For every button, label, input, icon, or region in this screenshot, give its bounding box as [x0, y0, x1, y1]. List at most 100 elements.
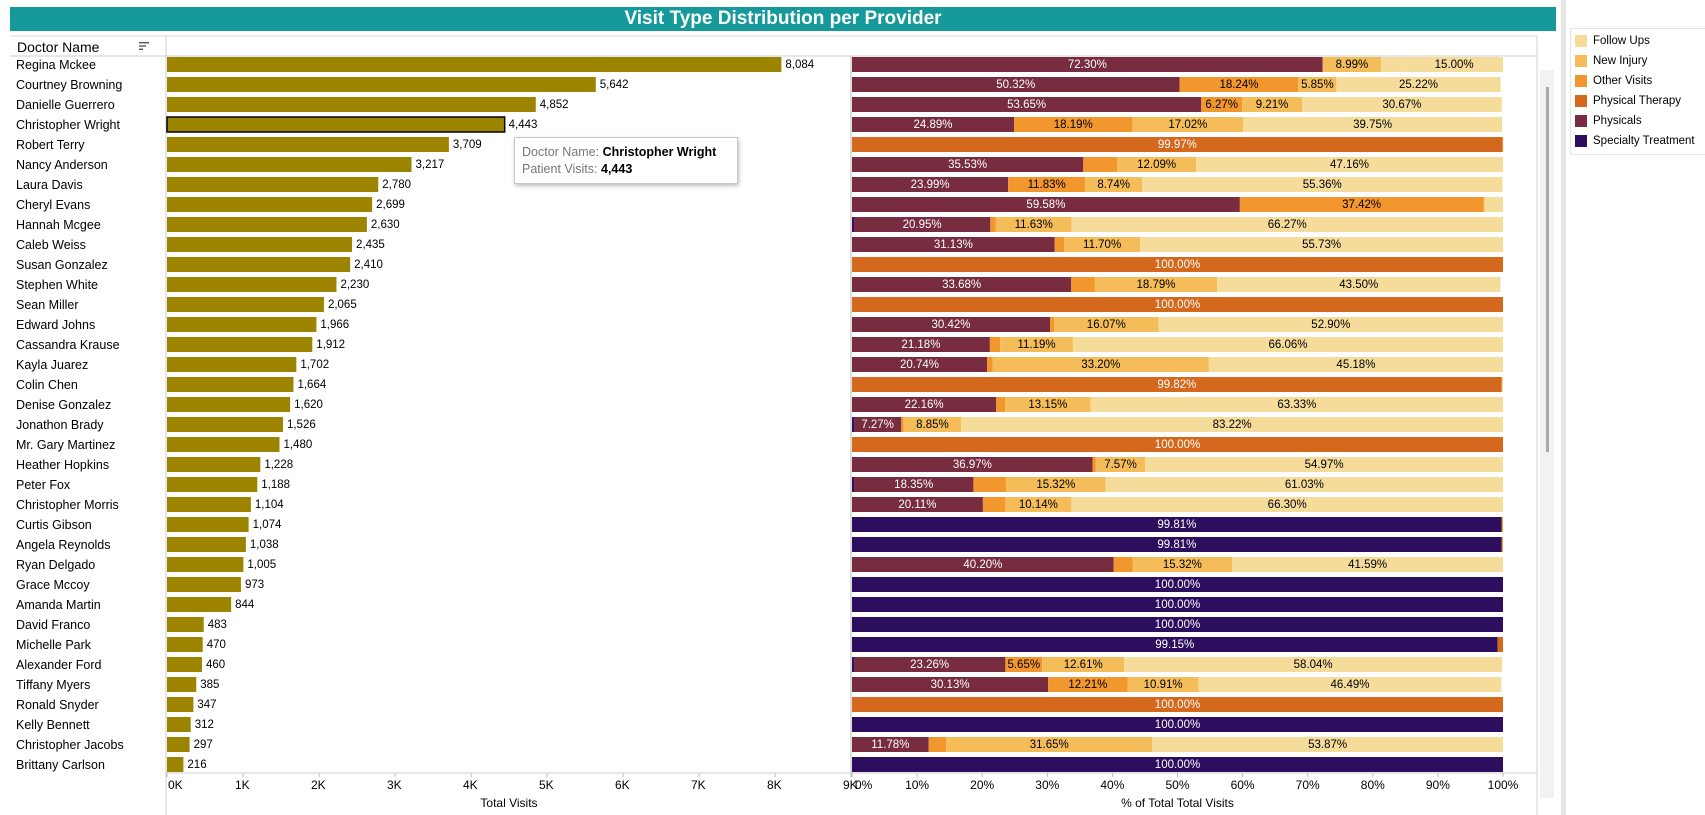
- percent-segment-follow-ups: [1484, 197, 1503, 212]
- percent-value-label: 21.18%: [901, 339, 940, 351]
- x-tick-label: 6K: [615, 778, 630, 792]
- percent-value-label: 100.00%: [1155, 719, 1200, 731]
- total-visits-value-label: 1,188: [261, 479, 290, 491]
- total-visits-bar: [167, 417, 283, 432]
- percent-segment-follow-ups: [1071, 217, 1503, 232]
- percent-segment-specialty-treatment: [852, 417, 854, 432]
- percent-value-label: 6.27%: [1205, 99, 1238, 111]
- percent-value-label: 10.14%: [1019, 499, 1058, 511]
- percent-value-label: 83.22%: [1213, 419, 1252, 431]
- sort-icon[interactable]: [138, 40, 150, 52]
- tooltip-key: Doctor Name:: [522, 145, 600, 159]
- percent-segment-other-visits: [1501, 517, 1503, 532]
- doctor-name-label: Laura Davis: [16, 178, 83, 192]
- legend-label: Physicals: [1593, 115, 1642, 127]
- total-visits-value-label: 3,217: [415, 159, 444, 171]
- total-visits-bar: [167, 197, 373, 212]
- doctor-name-label: Angela Reynolds: [16, 538, 111, 552]
- percent-value-label: 37.42%: [1342, 199, 1381, 211]
- legend-item-specialty-treatment[interactable]: Specialty Treatment: [1575, 132, 1695, 150]
- total-visits-bar: [167, 577, 241, 592]
- percent-value-label: 54.97%: [1305, 459, 1344, 471]
- percent-value-label: 25.22%: [1399, 79, 1438, 91]
- total-visits-bar: [167, 97, 536, 112]
- total-visits-value-label: 1,038: [250, 539, 279, 551]
- percent-value-label: 59.58%: [1026, 199, 1065, 211]
- total-visits-bar: [167, 177, 379, 192]
- percent-segment-physicals: [852, 677, 1049, 692]
- percent-segment-physicals: [852, 177, 1009, 192]
- percent-segment-physical-therapy: [852, 697, 1503, 712]
- legend-item-follow-ups[interactable]: Follow Ups: [1575, 32, 1650, 50]
- percent-value-label: 30.13%: [931, 679, 970, 691]
- percent-segment-follow-ups: [1105, 477, 1503, 492]
- x-tick-label: 60%: [1231, 778, 1255, 792]
- legend-item-physicals[interactable]: Physicals: [1575, 112, 1642, 130]
- percent-segment-physicals: [852, 497, 983, 512]
- total-visits-bar: [167, 357, 297, 372]
- total-visits-value-label: 1,702: [300, 359, 329, 371]
- percent-value-label: 12.09%: [1137, 159, 1176, 171]
- percent-value-label: 53.87%: [1308, 739, 1347, 751]
- tooltip-value: 4,443: [601, 162, 633, 176]
- percent-segment-other-visits: [1048, 677, 1128, 692]
- scrollbar-thumb[interactable]: [1546, 87, 1549, 452]
- doctor-name-label: Heather Hopkins: [16, 458, 109, 472]
- doctor-name-label: Danielle Guerrero: [16, 98, 115, 112]
- percent-segment-physicals: [852, 737, 929, 752]
- total-visits-bar: [167, 297, 324, 312]
- percent-segment-new-injury: [1094, 277, 1218, 292]
- total-visits-value-label: 3,709: [453, 139, 482, 151]
- legend-item-other-visits[interactable]: Other Visits: [1575, 72, 1652, 90]
- total-visits-value-label: 2,780: [382, 179, 411, 191]
- percent-value-label: 20.74%: [900, 359, 939, 371]
- percent-value-label: 7.57%: [1104, 459, 1137, 471]
- total-visits-value-label: 1,480: [283, 439, 312, 451]
- total-visits-value-label: 1,620: [294, 399, 323, 411]
- doctor-name-column-header[interactable]: Doctor Name: [17, 39, 100, 55]
- percent-value-label: 18.35%: [894, 479, 933, 491]
- total-visits-bar: [167, 557, 244, 572]
- doctor-name-label: Hannah Mcgee: [16, 218, 101, 232]
- total-visits-bar: [167, 237, 353, 252]
- doctor-name-label: Robert Terry: [16, 138, 85, 152]
- doctor-name-label: Kayla Juarez: [16, 358, 88, 372]
- percent-value-label: 16.07%: [1087, 319, 1126, 331]
- doctor-name-label: Ryan Delgado: [16, 558, 95, 572]
- percent-segment-follow-ups: [1243, 117, 1503, 132]
- percent-value-label: 24.89%: [914, 119, 953, 131]
- percent-value-label: 13.15%: [1028, 399, 1067, 411]
- total-visits-value-label: 1,526: [287, 419, 316, 431]
- percent-value-label: 100.00%: [1155, 579, 1200, 591]
- legend-item-new-injury[interactable]: New Injury: [1575, 52, 1647, 70]
- legend-label: Specialty Treatment: [1593, 135, 1695, 147]
- total-visits-value-label: 2,699: [376, 199, 405, 211]
- total-visits-value-label: 973: [245, 579, 264, 591]
- total-visits-value-label: 4,852: [540, 99, 569, 111]
- total-visits-bar: [167, 377, 294, 392]
- percent-segment-other-visits: [1201, 97, 1243, 112]
- doctor-name-label: Colin Chen: [16, 378, 78, 392]
- percent-value-label: 35.53%: [948, 159, 987, 171]
- percent-segment-other-visits: [1239, 197, 1484, 212]
- doctor-name-label: Denise Gonzalez: [16, 398, 111, 412]
- percent-segment-new-injury: [903, 417, 962, 432]
- doctor-name-label: Kelly Bennett: [16, 718, 90, 732]
- percent-segment-follow-ups: [1124, 657, 1503, 672]
- total-visits-bar: [167, 757, 184, 772]
- percent-segment-new-injury: [1054, 317, 1159, 332]
- percent-segment-follow-ups: [1090, 397, 1503, 412]
- total-visits-bar: [167, 637, 203, 652]
- total-visits-value-label: 2,410: [354, 259, 383, 271]
- doctor-name-label: Amanda Martin: [16, 598, 101, 612]
- legend-item-physical-therapy[interactable]: Physical Therapy: [1575, 92, 1681, 110]
- percent-segment-follow-ups: [1145, 457, 1503, 472]
- percent-value-label: 20.11%: [898, 499, 936, 511]
- percent-value-label: 43.50%: [1339, 279, 1378, 291]
- percent-value-label: 100.00%: [1155, 619, 1200, 631]
- percent-value-label: 50.32%: [996, 79, 1035, 91]
- percent-segment-follow-ups: [1502, 137, 1504, 152]
- percent-segment-follow-ups: [1302, 97, 1502, 112]
- percent-segment-physicals: [852, 197, 1240, 212]
- percent-segment-other-visits: [928, 737, 947, 752]
